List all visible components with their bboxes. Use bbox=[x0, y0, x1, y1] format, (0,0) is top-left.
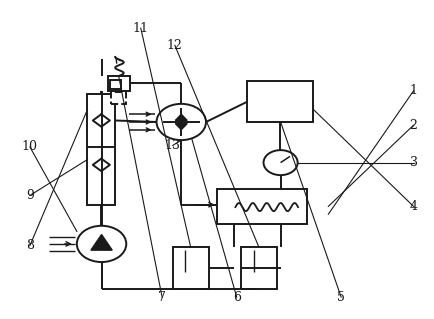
Text: 5: 5 bbox=[336, 291, 344, 304]
Circle shape bbox=[156, 104, 206, 140]
Polygon shape bbox=[175, 123, 187, 130]
Text: 10: 10 bbox=[22, 140, 38, 153]
Text: 7: 7 bbox=[158, 291, 166, 304]
Text: 3: 3 bbox=[409, 156, 417, 169]
Text: 9: 9 bbox=[26, 189, 34, 202]
Text: 1: 1 bbox=[409, 84, 417, 97]
Text: 12: 12 bbox=[167, 39, 182, 52]
Circle shape bbox=[263, 150, 297, 175]
Bar bbox=[217, 189, 306, 224]
Text: 11: 11 bbox=[132, 22, 148, 35]
Text: 2: 2 bbox=[409, 119, 417, 132]
Bar bbox=[247, 81, 312, 122]
Text: 4: 4 bbox=[409, 200, 417, 213]
Text: 8: 8 bbox=[26, 239, 34, 252]
Bar bbox=[111, 92, 126, 104]
Circle shape bbox=[77, 226, 126, 262]
Polygon shape bbox=[175, 114, 187, 121]
Text: 6: 6 bbox=[232, 291, 240, 304]
Bar bbox=[172, 247, 208, 289]
Bar bbox=[107, 76, 129, 91]
Text: 13: 13 bbox=[164, 139, 180, 152]
Bar bbox=[240, 247, 276, 289]
Polygon shape bbox=[91, 234, 112, 250]
Bar bbox=[110, 80, 121, 89]
Bar bbox=[87, 94, 115, 205]
